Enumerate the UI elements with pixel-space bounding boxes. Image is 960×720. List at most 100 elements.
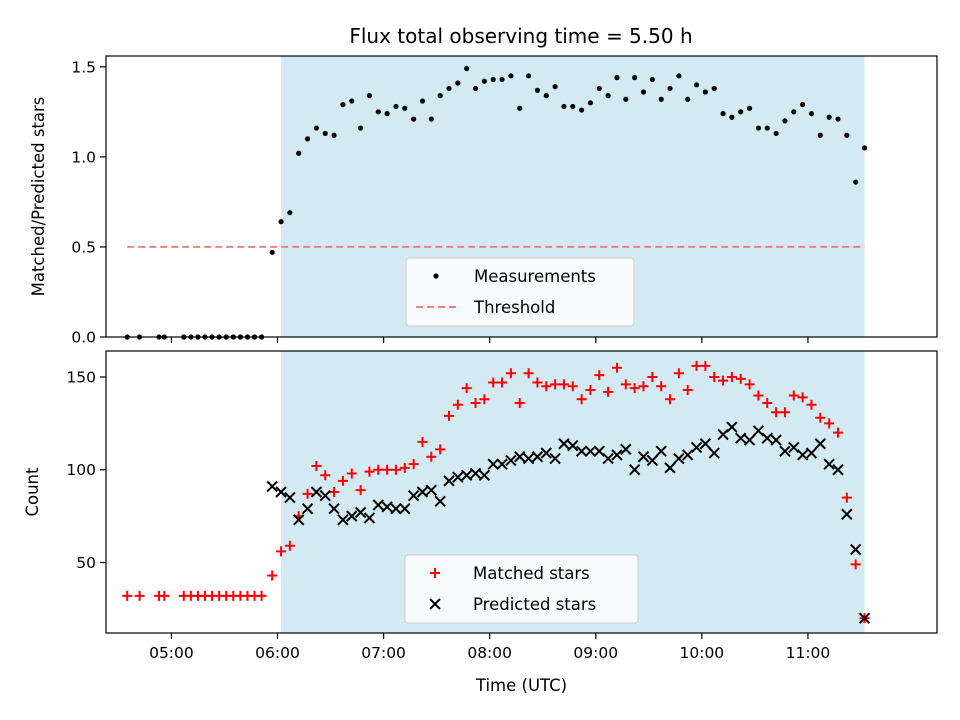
data-point xyxy=(761,432,773,444)
data-point xyxy=(358,125,364,131)
data-point xyxy=(603,386,614,397)
data-point xyxy=(594,370,605,381)
data-point xyxy=(584,445,597,457)
data-point xyxy=(791,109,797,115)
data-point xyxy=(399,502,411,515)
data-point xyxy=(543,93,549,99)
data-point xyxy=(481,78,487,84)
data-point xyxy=(354,506,367,519)
data-point xyxy=(284,491,296,504)
y-tick-label: 0.0 xyxy=(71,329,96,347)
data-point xyxy=(375,109,381,115)
data-point xyxy=(488,377,499,388)
y-tick-label: 150 xyxy=(66,368,96,386)
data-point xyxy=(593,445,606,457)
data-point xyxy=(788,390,799,401)
data-point xyxy=(349,98,355,104)
legend-marker xyxy=(433,273,439,279)
plot-frame xyxy=(105,350,938,634)
data-point xyxy=(817,132,823,138)
data-point xyxy=(726,421,738,433)
data-point xyxy=(800,102,806,108)
series-matched-stars xyxy=(122,360,870,624)
data-point xyxy=(681,449,694,461)
data-point xyxy=(752,425,765,437)
data-point xyxy=(576,394,587,405)
data-point xyxy=(416,486,429,498)
data-point xyxy=(417,436,428,447)
data-point xyxy=(278,219,284,225)
y-tick-label: 50 xyxy=(76,554,96,572)
legend: Measurements Threshold xyxy=(405,257,635,327)
data-point xyxy=(755,125,762,131)
data-point xyxy=(841,508,853,520)
data-point xyxy=(425,484,438,496)
data-point xyxy=(364,466,375,477)
data-point xyxy=(665,394,676,405)
data-point xyxy=(844,132,850,138)
figure-title: Flux total observing time = 5.50 h xyxy=(349,24,692,48)
data-point xyxy=(700,360,711,371)
data-point xyxy=(522,452,535,465)
data-point xyxy=(266,480,278,493)
series-measurements xyxy=(124,66,868,340)
data-point xyxy=(788,441,800,454)
data-point xyxy=(782,118,788,124)
legend-marker xyxy=(430,568,440,578)
data-point xyxy=(426,451,437,462)
data-point xyxy=(667,85,673,92)
data-point xyxy=(452,471,464,483)
data-point xyxy=(337,475,348,486)
data-point xyxy=(764,125,770,131)
data-point xyxy=(443,475,455,487)
data-point xyxy=(849,543,862,556)
top-panel: 0.0 0.5 1.0 1.5 Matched/Predicted stars Measu… xyxy=(29,55,938,347)
data-point xyxy=(629,383,640,394)
legend-label: Predicted stars xyxy=(473,595,596,614)
data-point xyxy=(853,179,859,185)
data-point xyxy=(587,100,594,106)
data-point xyxy=(708,447,720,459)
data-point xyxy=(460,469,473,482)
data-point xyxy=(122,590,133,601)
data-point xyxy=(709,371,720,382)
data-point xyxy=(632,75,638,81)
data-point xyxy=(585,384,596,395)
data-point xyxy=(437,93,443,99)
data-point xyxy=(469,467,482,480)
data-point xyxy=(452,399,463,410)
legend-marker xyxy=(429,598,441,610)
data-point xyxy=(690,441,703,454)
data-point xyxy=(605,93,611,99)
data-point xyxy=(393,103,399,110)
data-point xyxy=(640,89,647,95)
legend-label: Threshold xyxy=(473,298,555,317)
data-point xyxy=(159,590,170,601)
data-point xyxy=(355,485,366,496)
data-point xyxy=(841,492,852,503)
data-point xyxy=(596,85,602,92)
data-point xyxy=(134,590,145,601)
data-point xyxy=(861,145,868,151)
data-point xyxy=(815,412,826,423)
data-point xyxy=(372,499,384,511)
data-point xyxy=(275,486,287,498)
data-point xyxy=(717,428,729,441)
data-point xyxy=(319,490,331,502)
data-point xyxy=(693,82,700,88)
x-tick-label: 08:00 xyxy=(467,644,512,662)
data-point xyxy=(814,438,827,450)
data-point xyxy=(329,487,340,497)
data-point xyxy=(805,447,818,459)
data-point xyxy=(638,381,649,392)
data-point xyxy=(676,73,682,79)
data-point xyxy=(567,439,579,452)
data-point xyxy=(541,381,552,392)
data-point xyxy=(575,445,588,457)
data-point xyxy=(808,111,815,117)
data-point xyxy=(390,464,401,475)
data-point xyxy=(726,371,737,382)
legend-box xyxy=(404,554,639,624)
data-point xyxy=(532,377,543,388)
